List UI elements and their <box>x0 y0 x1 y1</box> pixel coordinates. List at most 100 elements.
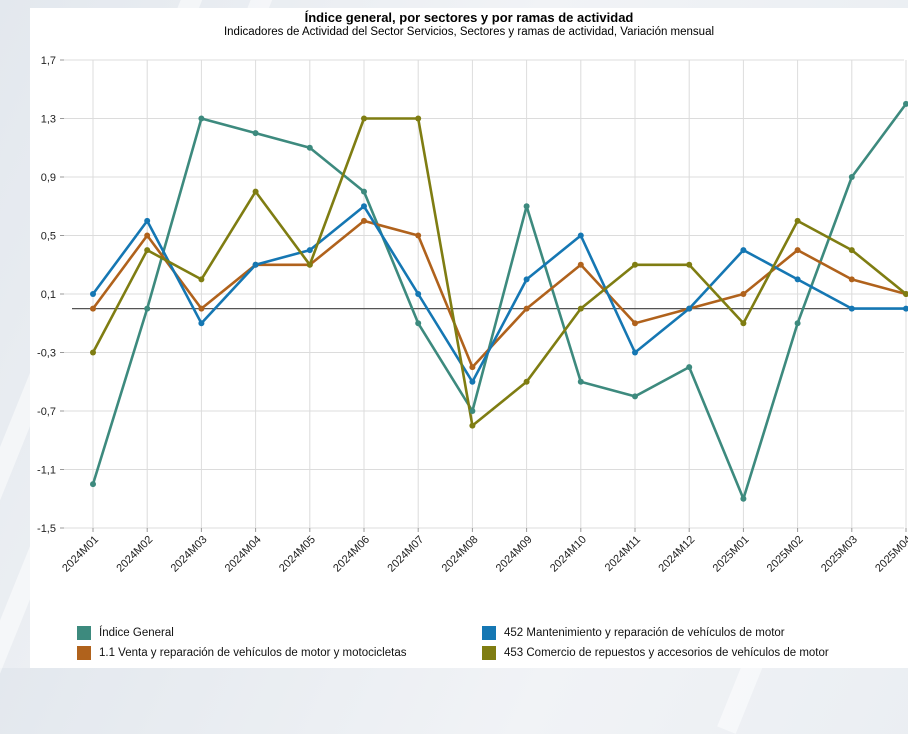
data-point <box>469 378 476 385</box>
data-point <box>632 320 638 327</box>
legend-swatch <box>482 646 496 660</box>
x-tick-label: 2025M03 <box>819 534 860 575</box>
data-point <box>794 320 801 327</box>
data-point <box>306 261 313 268</box>
data-point <box>794 247 801 254</box>
data-point <box>361 203 367 210</box>
data-point <box>306 247 313 254</box>
y-tick-label: 0,9 <box>41 172 56 184</box>
data-point <box>90 349 96 356</box>
data-point <box>632 393 638 400</box>
y-tick-label: -0,7 <box>37 406 56 418</box>
x-tick-label: 2024M04 <box>223 534 264 575</box>
data-point <box>794 217 801 224</box>
legend-item-indice-general[interactable]: Índice General <box>77 626 174 640</box>
legend-item-mantenimiento[interactable]: 452 Mantenimiento y reparación de vehícu… <box>482 626 785 640</box>
data-point <box>848 174 855 180</box>
x-tick-label: 2024M07 <box>385 534 426 575</box>
data-point <box>198 276 205 283</box>
data-point <box>848 247 855 254</box>
data-point <box>523 305 530 312</box>
series-line <box>91 103 908 501</box>
data-point <box>740 291 747 297</box>
data-point <box>523 378 530 385</box>
data-point <box>686 364 693 371</box>
data-point <box>903 291 908 297</box>
data-point <box>740 247 747 254</box>
data-point <box>361 188 367 195</box>
legend-swatch <box>77 626 91 640</box>
data-point <box>523 276 530 283</box>
x-tick-label: 2024M09 <box>494 534 535 575</box>
data-point <box>632 349 638 356</box>
y-tick-label: 1,3 <box>41 114 56 126</box>
data-point <box>686 305 693 312</box>
x-tick-label: 2024M03 <box>169 534 210 575</box>
legend-label: Índice General <box>99 627 174 639</box>
x-tick-label: 2024M01 <box>60 534 101 575</box>
x-tick-label: 2025M01 <box>711 534 752 575</box>
data-point <box>90 481 96 488</box>
data-point <box>740 495 747 502</box>
data-point <box>903 305 908 312</box>
series-line <box>91 205 906 384</box>
legend-swatch <box>482 626 496 640</box>
legend-label: 1.1 Venta y reparación de vehículos de m… <box>99 647 407 659</box>
line-chart: 1,7 1,3 0,9 0,5 0,1 -0,3 -0,7 -1,1 -1,5 2024M01 20… <box>37 55 908 575</box>
data-point <box>740 320 747 327</box>
data-point <box>198 320 205 327</box>
x-tick-label: 2024M08 <box>440 534 481 575</box>
data-point <box>469 364 476 371</box>
legend-label: 453 Comercio de repuestos y accesorios d… <box>504 647 829 659</box>
data-point <box>415 115 422 122</box>
data-point <box>306 144 313 151</box>
data-point <box>469 408 476 414</box>
x-tick-label: 2024M10 <box>548 534 589 575</box>
data-point <box>577 232 584 239</box>
data-point <box>90 291 96 297</box>
data-point <box>577 305 584 312</box>
data-point <box>198 305 205 312</box>
y-tick-label: 0,5 <box>41 231 56 243</box>
y-tick-label: 1,7 <box>41 55 56 67</box>
legend-swatch <box>77 646 91 660</box>
data-point <box>144 232 151 239</box>
chart-card: Índice general, por sectores y por ramas… <box>30 8 908 668</box>
x-tick-label: 2024M02 <box>114 534 155 575</box>
data-point <box>198 115 205 122</box>
chart-subtitle: Indicadores de Actividad del Sector Serv… <box>223 26 715 38</box>
data-point <box>252 188 259 195</box>
x-tick-label: 2024M05 <box>277 534 318 575</box>
data-point <box>144 305 151 312</box>
data-point <box>144 247 151 254</box>
y-tick-label: -1,5 <box>37 523 56 535</box>
data-point <box>361 115 367 122</box>
chart-title: Índice general, por sectores y por ramas… <box>304 10 634 25</box>
data-point <box>577 378 584 385</box>
data-point <box>415 291 422 297</box>
y-tick-label: 0,1 <box>41 289 56 301</box>
data-point <box>252 130 259 137</box>
data-point <box>361 217 367 224</box>
data-point <box>90 305 96 312</box>
series-line <box>91 117 907 427</box>
legend-item-repuestos[interactable]: 453 Comercio de repuestos y accesorios d… <box>482 646 829 660</box>
y-tick-label: -1,1 <box>37 465 56 477</box>
data-point <box>523 203 530 210</box>
data-point <box>415 232 422 239</box>
data-point <box>144 217 151 224</box>
x-tick-label: 2024M11 <box>603 534 643 574</box>
legend-item-venta-reparacion[interactable]: 1.1 Venta y reparación de vehículos de m… <box>77 646 406 660</box>
data-point <box>686 261 693 268</box>
data-point <box>848 305 855 312</box>
data-point <box>415 320 422 327</box>
legend-label: 452 Mantenimiento y reparación de vehícu… <box>504 627 785 639</box>
data-point <box>794 276 801 283</box>
x-tick-label: 2024M12 <box>656 534 697 575</box>
data-point <box>632 261 638 268</box>
data-point <box>252 261 259 268</box>
x-tick-label: 2024M06 <box>331 534 372 575</box>
data-point <box>577 261 584 268</box>
x-tick-label: 2025M02 <box>765 534 806 575</box>
data-point <box>848 276 855 283</box>
